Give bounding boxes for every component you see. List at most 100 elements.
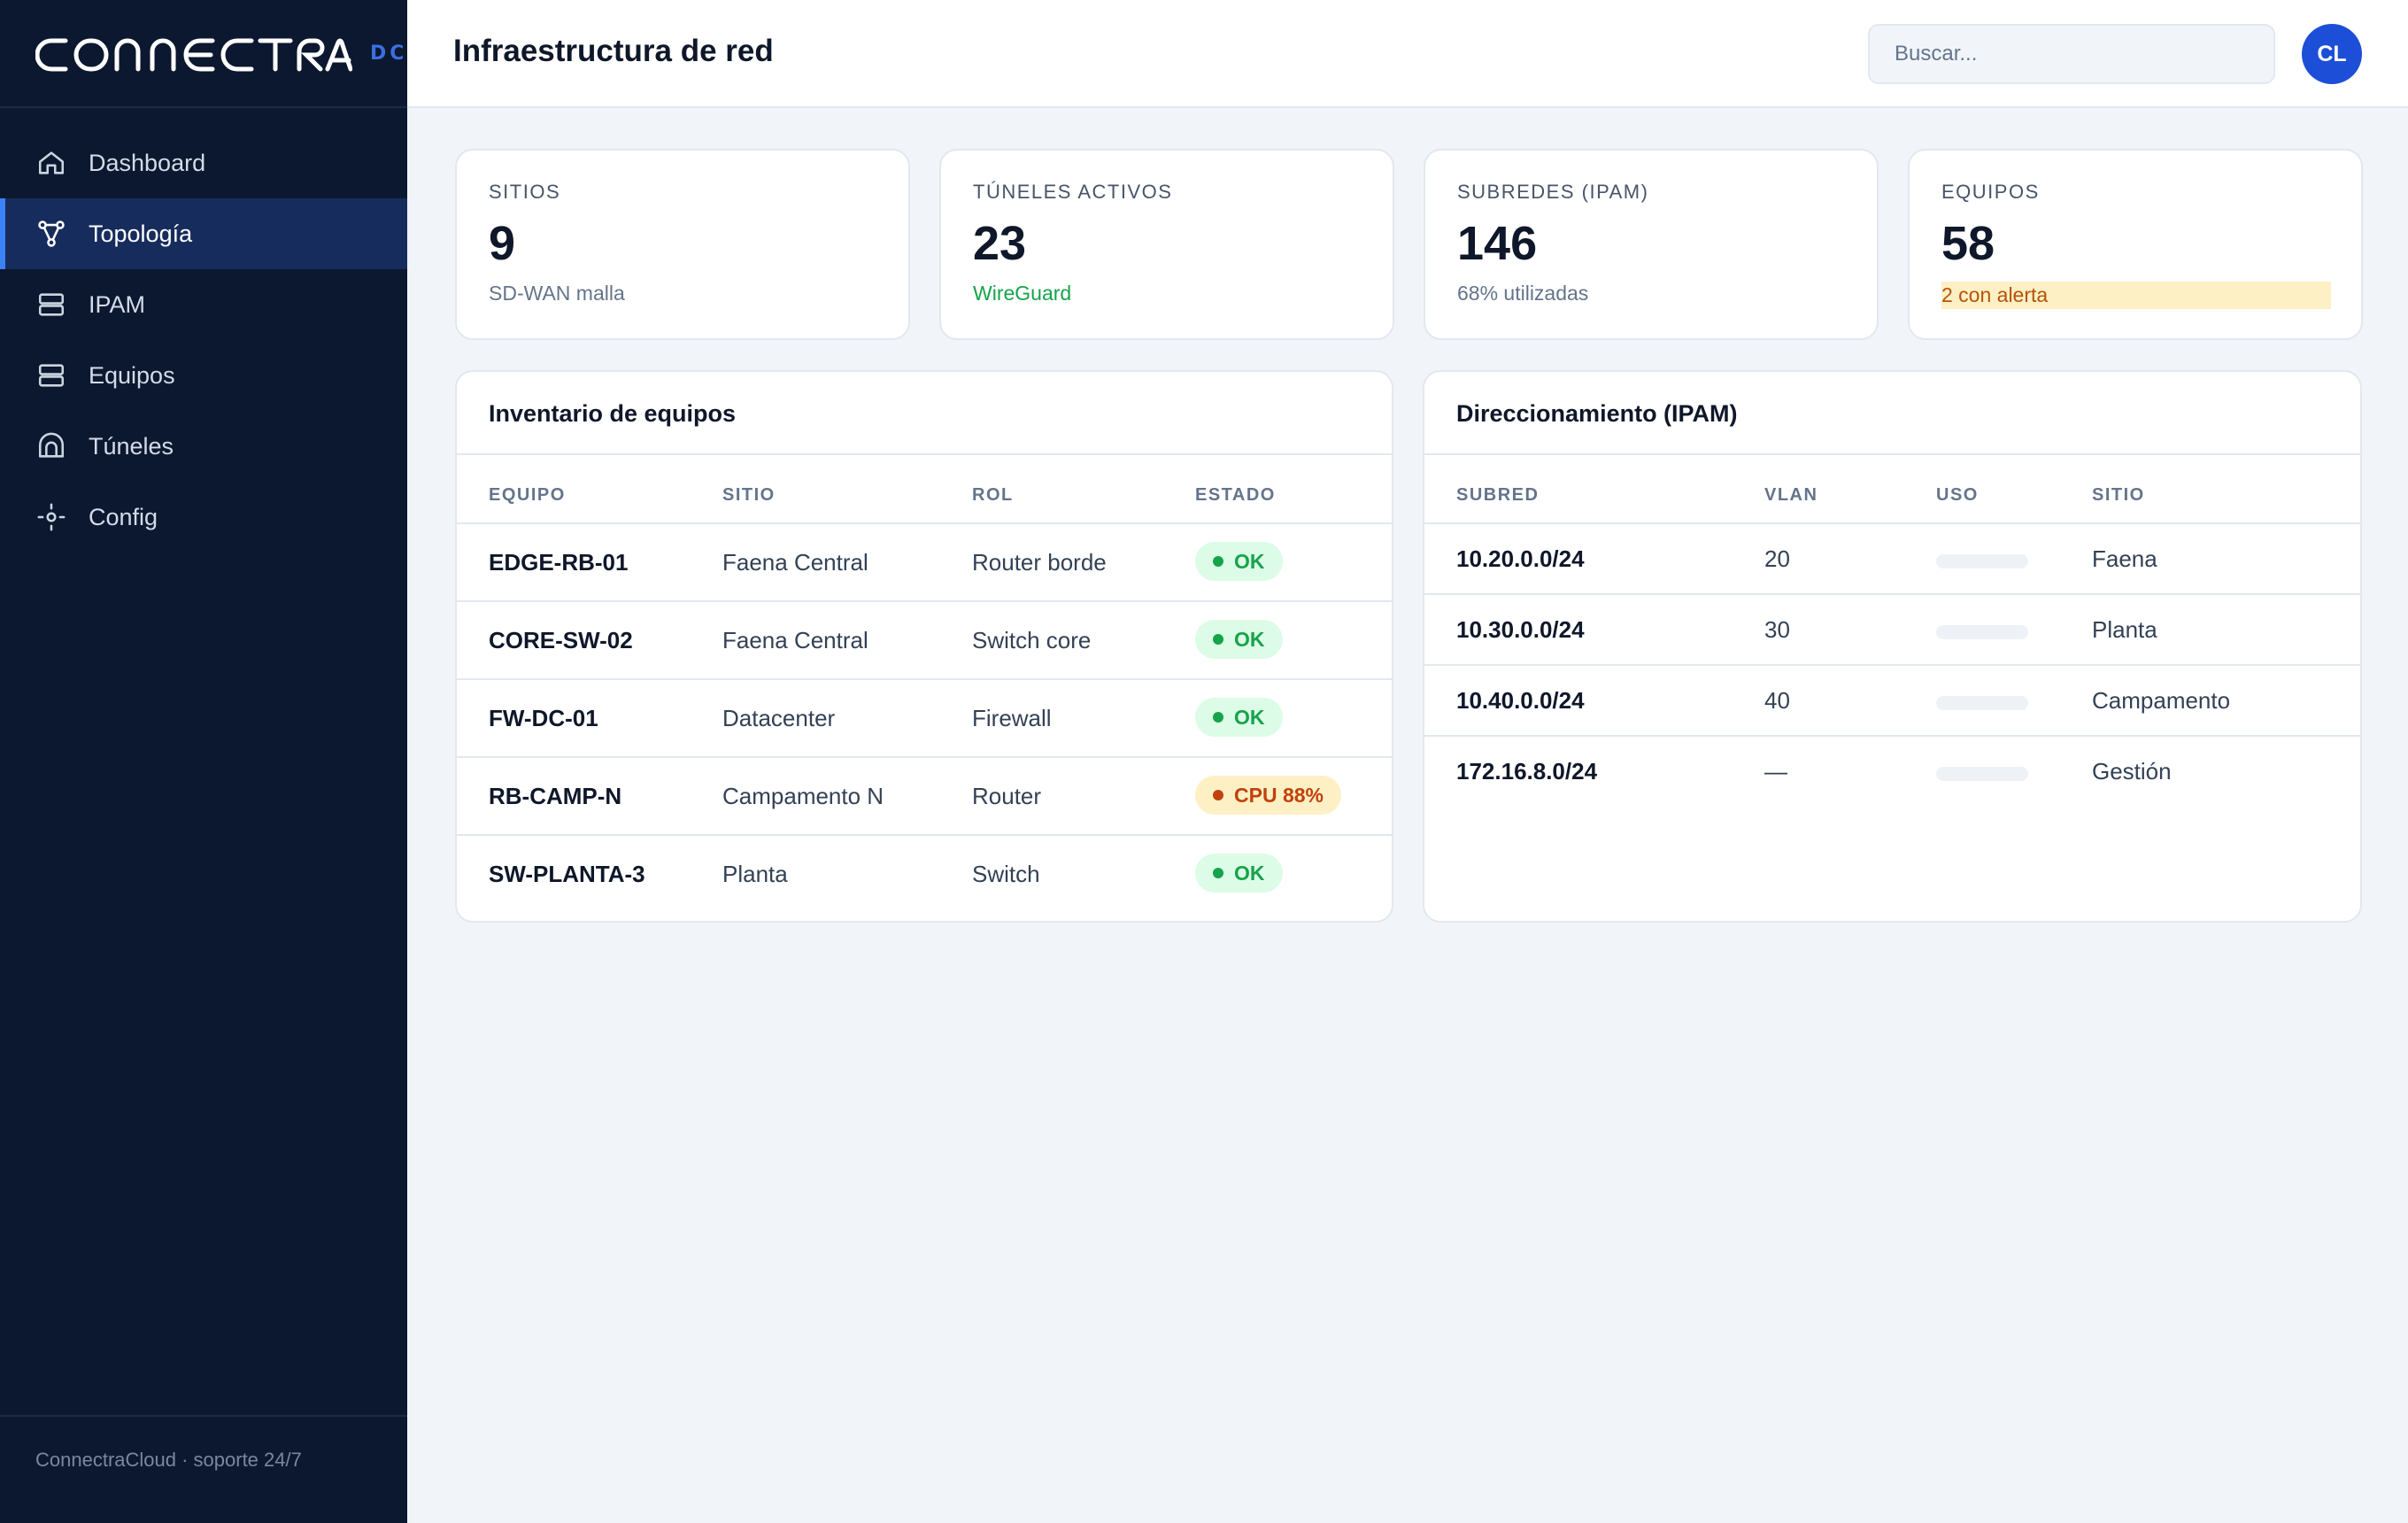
topology-icon	[35, 218, 67, 250]
table-header: EQUIPO SITIO ROL ESTADO	[457, 455, 1392, 524]
table-row[interactable]: 172.16.8.0/24 — Gestión	[1424, 737, 2360, 808]
device-site: Planta	[722, 861, 788, 887]
inventory-panel: Inventario de equipos EQUIPO SITIO ROL E…	[455, 370, 1393, 923]
sidebar-item-dashboard[interactable]: Dashboard	[0, 128, 407, 198]
table-header: SUBRED VLAN USO SITIO	[1424, 455, 2360, 524]
subnet: 10.30.0.0/24	[1456, 616, 1585, 643]
table-row[interactable]: 10.40.0.0/24 40 Campamento	[1424, 666, 2360, 737]
stat-label: SUBREDES (IPAM)	[1457, 181, 1649, 203]
column-header[interactable]: SITIO	[2092, 485, 2145, 505]
sidebar-item-label: Dashboard	[89, 149, 206, 176]
sidebar-item-label: Config	[89, 503, 158, 530]
device-site: Faena Central	[722, 627, 868, 653]
subnet-site: Planta	[2092, 616, 2157, 643]
device-site: Datacenter	[722, 705, 836, 731]
usage-bar	[1936, 625, 2028, 639]
table-row[interactable]: 10.20.0.0/24 20 Faena	[1424, 524, 2360, 595]
device-role: Switch core	[972, 627, 1092, 653]
brand-suffix: DCI	[370, 43, 407, 65]
table-row[interactable]: EDGE-RB-01 Faena Central Router borde OK	[457, 524, 1392, 602]
table-row[interactable]: CORE-SW-02 Faena Central Switch core OK	[457, 602, 1392, 680]
status-text: OK	[1234, 705, 1265, 729]
usage-bar	[1936, 554, 2028, 568]
column-header[interactable]: ESTADO	[1195, 485, 1276, 505]
usage-bar	[1936, 696, 2028, 710]
subnet-site: Faena	[2092, 545, 2157, 572]
status-badge: OK	[1195, 854, 1283, 893]
stat-value: 146	[1457, 217, 1538, 270]
column-header[interactable]: SITIO	[722, 485, 776, 505]
device-role: Firewall	[972, 705, 1052, 731]
stat-value: 23	[973, 217, 1027, 270]
table-row[interactable]: 10.30.0.0/24 30 Planta	[1424, 595, 2360, 666]
stat-card-sitios: SITIOS 9 SD-WAN malla	[455, 149, 910, 340]
table-row[interactable]: SW-PLANTA-3 Planta Switch OK	[457, 836, 1392, 914]
sidebar-item-label: Equipos	[89, 361, 175, 389]
settings-icon	[35, 501, 67, 533]
stat-value: 9	[489, 217, 516, 270]
device-site: Campamento N	[722, 783, 884, 809]
status-text: OK	[1234, 549, 1265, 573]
column-header[interactable]: ROL	[972, 485, 1014, 505]
subnet-site: Campamento	[2092, 687, 2231, 714]
status-dot	[1213, 634, 1223, 645]
sidebar-item-equipos[interactable]: Equipos	[0, 340, 407, 411]
panel-title: Inventario de equipos	[457, 372, 1392, 455]
status-text: CPU 88%	[1234, 783, 1324, 807]
brand: DCI	[0, 0, 407, 108]
table-row[interactable]: FW-DC-01 Datacenter Firewall OK	[457, 680, 1392, 758]
sidebar-item-ipam[interactable]: IPAM	[0, 269, 407, 340]
server-icon	[35, 359, 67, 391]
status-dot	[1213, 868, 1223, 878]
column-header[interactable]: SUBRED	[1456, 485, 1540, 505]
sidebar-item-topologia[interactable]: Topología	[0, 198, 407, 269]
stat-label: TÚNELES ACTIVOS	[973, 181, 1173, 203]
stat-card-equipos: EQUIPOS 58 2 con alerta	[1908, 149, 2363, 340]
sidebar-item-label: Túneles	[89, 432, 174, 460]
avatar[interactable]: CL	[2302, 24, 2362, 84]
brand-logo[interactable]	[35, 34, 352, 76]
stat-sub: SD-WAN malla	[489, 282, 625, 305]
stat-card-subredes: SUBREDES (IPAM) 146 68% utilizadas	[1424, 149, 1879, 340]
status-text: OK	[1234, 627, 1265, 651]
search-input[interactable]	[1868, 24, 2275, 84]
sidebar-item-config[interactable]: Config	[0, 482, 407, 553]
tunnel-icon	[35, 430, 67, 462]
subnet: 10.20.0.0/24	[1456, 545, 1585, 572]
status-dot	[1213, 712, 1223, 723]
status-badge: OK	[1195, 698, 1283, 737]
sidebar: DCI Dashboard Topología IPAM Equipos	[0, 0, 407, 1523]
stat-value: 58	[1941, 217, 1995, 270]
server-icon	[35, 289, 67, 321]
status-dot	[1213, 556, 1223, 567]
column-header[interactable]: USO	[1936, 485, 1979, 505]
status-badge: OK	[1195, 620, 1283, 659]
table-body: EDGE-RB-01 Faena Central Router borde OK…	[457, 524, 1392, 914]
page-title: Infraestructura de red	[453, 34, 774, 68]
ipam-panel: Direccionamiento (IPAM) SUBRED VLAN USO …	[1423, 370, 2362, 923]
top-header: Infraestructura de red CL	[407, 0, 2408, 108]
table-row[interactable]: RB-CAMP-N Campamento N Router CPU 88%	[457, 758, 1392, 836]
sidebar-item-tuneles[interactable]: Túneles	[0, 411, 407, 482]
sidebar-footer: ConnectraCloud · soporte 24/7	[0, 1415, 407, 1523]
device-name: CORE-SW-02	[489, 627, 633, 653]
sidebar-item-label: Topología	[89, 220, 193, 247]
subnet: 10.40.0.0/24	[1456, 687, 1585, 714]
status-dot	[1213, 790, 1223, 800]
device-site: Faena Central	[722, 549, 868, 576]
column-header[interactable]: VLAN	[1764, 485, 1818, 505]
panel-title: Direccionamiento (IPAM)	[1424, 372, 2360, 455]
usage-bar	[1936, 767, 2028, 781]
stat-label: EQUIPOS	[1941, 181, 2040, 203]
device-role: Switch	[972, 861, 1040, 887]
vlan: 30	[1764, 616, 1790, 643]
vlan: —	[1764, 758, 1787, 785]
vlan: 20	[1764, 545, 1790, 572]
device-name: EDGE-RB-01	[489, 549, 629, 576]
status-badge: OK	[1195, 542, 1283, 581]
device-role: Router borde	[972, 549, 1107, 576]
sidebar-nav: Dashboard Topología IPAM Equipos Túneles	[0, 128, 407, 553]
status-text: OK	[1234, 861, 1265, 885]
column-header[interactable]: EQUIPO	[489, 485, 566, 505]
home-icon	[35, 147, 67, 179]
